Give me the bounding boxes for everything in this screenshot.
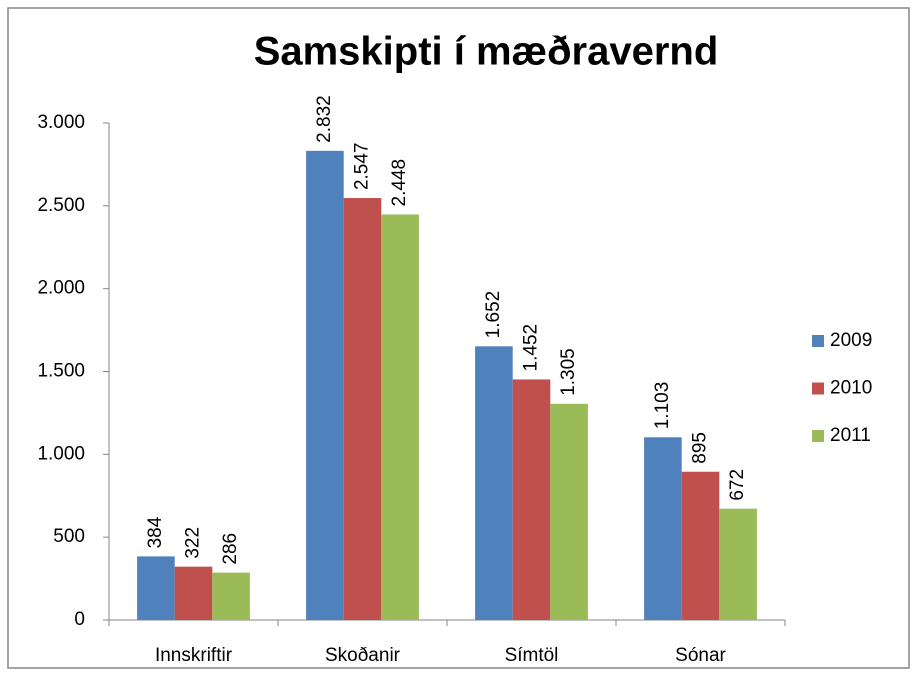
bar	[174, 566, 213, 620]
legend-label: 2010	[830, 378, 872, 399]
data-label: 384	[145, 516, 166, 548]
bar	[719, 508, 757, 620]
data-label: 1.305	[558, 348, 579, 396]
x-tick-label: Símtöl	[505, 645, 559, 666]
data-label: 1.103	[652, 382, 673, 430]
bar	[644, 437, 682, 620]
bar	[343, 198, 382, 620]
legend-swatch	[812, 382, 824, 395]
y-tick-label: 500	[53, 526, 85, 547]
y-tick-label: 1.000	[37, 443, 85, 464]
bar	[212, 572, 250, 620]
y-tick-label: 1.500	[37, 361, 85, 382]
y-tick-label: 2.000	[37, 278, 85, 299]
bar	[681, 471, 720, 620]
legend-label: 2011	[830, 425, 871, 446]
data-label: 286	[220, 533, 241, 565]
bar	[306, 150, 344, 620]
legend-swatch	[812, 430, 824, 442]
bar	[475, 346, 513, 620]
y-tick-label: 2.500	[37, 195, 85, 216]
x-tick-label: Innskriftir	[155, 645, 233, 666]
bar	[512, 379, 551, 620]
bar	[550, 403, 588, 620]
x-tick-label: Skoðanir	[325, 645, 401, 666]
bar	[381, 214, 419, 620]
data-label: 895	[690, 432, 711, 464]
y-tick-label: 3.000	[37, 112, 85, 133]
data-label: 2.832	[314, 95, 335, 143]
legend-label: 2009	[830, 330, 872, 351]
x-tick-label: Sónar	[675, 645, 726, 666]
bar	[137, 556, 175, 620]
data-label: 1.652	[483, 291, 504, 339]
y-tick-label: 0	[74, 609, 85, 630]
data-label: 1.452	[521, 324, 542, 372]
chart-title: Samskipti í mæðravernd	[254, 30, 719, 74]
data-label: 322	[183, 527, 204, 559]
data-label: 2.547	[352, 143, 373, 191]
data-label: 672	[727, 469, 748, 501]
data-label: 2.448	[389, 159, 410, 207]
legend-swatch	[812, 335, 824, 347]
